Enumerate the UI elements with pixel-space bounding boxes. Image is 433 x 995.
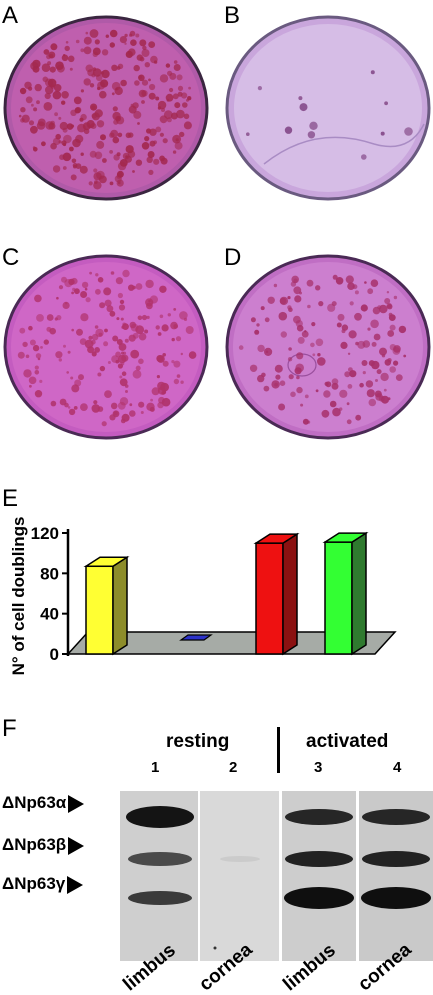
bar-3 — [253, 532, 300, 656]
band-lane3-beta — [285, 851, 353, 867]
lane-number-3: 3 — [314, 759, 323, 776]
band-lane3-gamma — [284, 887, 354, 909]
panel-label-d: D — [224, 244, 242, 271]
group-label-activated: activated — [306, 731, 389, 752]
panel-label-f: F — [2, 715, 17, 742]
bar-2 — [179, 634, 213, 641]
arrow-right-icon — [67, 875, 84, 894]
band-label-beta: ΔNp63β — [2, 836, 85, 855]
panel-label-b: B — [224, 2, 241, 29]
group-label-resting: resting — [166, 731, 230, 752]
band-label-gamma: ΔNp63γ — [2, 875, 84, 894]
y-tick-label: 40 — [40, 605, 59, 624]
dish-image-c — [3, 254, 209, 440]
panel-label-a: A — [2, 2, 19, 29]
band-lane3-alpha — [285, 809, 353, 825]
arrow-right-icon — [68, 836, 85, 855]
y-tick-label: 0 — [50, 645, 59, 664]
panel-label-e: E — [2, 485, 19, 512]
bar-4 — [322, 531, 369, 656]
lane-number-2: 2 — [229, 759, 238, 776]
panel-label-c: C — [2, 244, 20, 271]
lane-number-4: 4 — [393, 759, 402, 776]
lane-number-1: 1 — [151, 759, 160, 776]
band-lane1-beta — [128, 852, 192, 866]
gel-image — [120, 791, 433, 961]
cell-doubling-chart: N° of cell doublings 0 40 80 120 — [9, 517, 397, 676]
band-lane4-beta — [362, 851, 430, 867]
band-label-alpha: ΔNp63α — [2, 794, 85, 813]
y-tick-label: 80 — [40, 564, 59, 583]
band-lane1-gamma — [128, 891, 192, 905]
band-lane1-alpha — [126, 806, 194, 828]
arrow-right-icon — [68, 794, 85, 813]
group-divider — [277, 727, 280, 773]
y-tick-label: 120 — [31, 524, 59, 543]
band-lane4-gamma — [361, 887, 431, 909]
bar-1 — [83, 555, 130, 656]
dish-image-d — [225, 254, 431, 440]
y-axis-label: N° of cell doublings — [9, 517, 28, 676]
dish-image-a — [3, 15, 209, 201]
band-lane4-alpha — [362, 809, 430, 825]
dish-image-b — [225, 15, 431, 201]
